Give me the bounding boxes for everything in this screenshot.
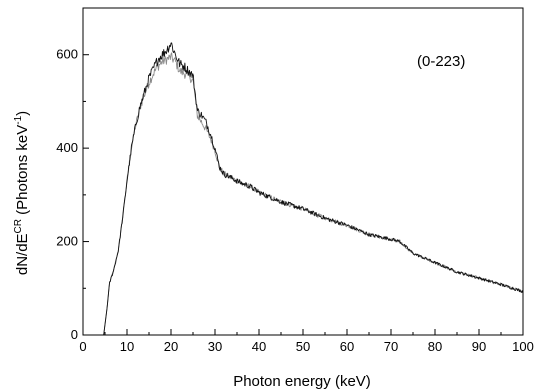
x-axis-label: Photon energy (keV) — [233, 373, 371, 390]
y-axis-label-unit-exponent: -1 — [13, 115, 24, 124]
y-axis-label-main: dN/dE — [14, 233, 31, 275]
x-tick-label: 30 — [208, 339, 222, 354]
x-tick-label: 70 — [384, 339, 398, 354]
y-axis-label-superscript: CR — [13, 219, 24, 233]
y-tick-label: 400 — [56, 140, 78, 155]
x-tick-label: 50 — [296, 339, 310, 354]
series-line — [103, 52, 524, 336]
y-tick-label: 200 — [56, 234, 78, 249]
x-tick-label: 40 — [252, 339, 266, 354]
y-axis-label-unit-close: ) — [14, 111, 31, 116]
y-axis-label: dN/dECR (Photons keV-1) — [13, 111, 31, 275]
y-axis-label-unit: (Photons keV — [14, 125, 31, 219]
x-tick-label: 90 — [472, 339, 486, 354]
y-tick-label: 0 — [71, 327, 78, 342]
series-layer — [103, 42, 524, 336]
x-tick-label: 100 — [512, 339, 534, 354]
chart-annotation: (0-223) — [417, 53, 465, 70]
x-tick-label: 20 — [164, 339, 178, 354]
ticks-layer: 0 10 20 30 40 50 60 70 80 90 100 0 200 400 600 — [56, 7, 534, 354]
y-tick-label: 600 — [56, 47, 78, 62]
x-tick-label: 80 — [428, 339, 442, 354]
x-tick-label: 10 — [120, 339, 134, 354]
x-tick-label: 60 — [340, 339, 354, 354]
x-tick-label: 0 — [79, 339, 86, 354]
series-line — [103, 42, 524, 336]
